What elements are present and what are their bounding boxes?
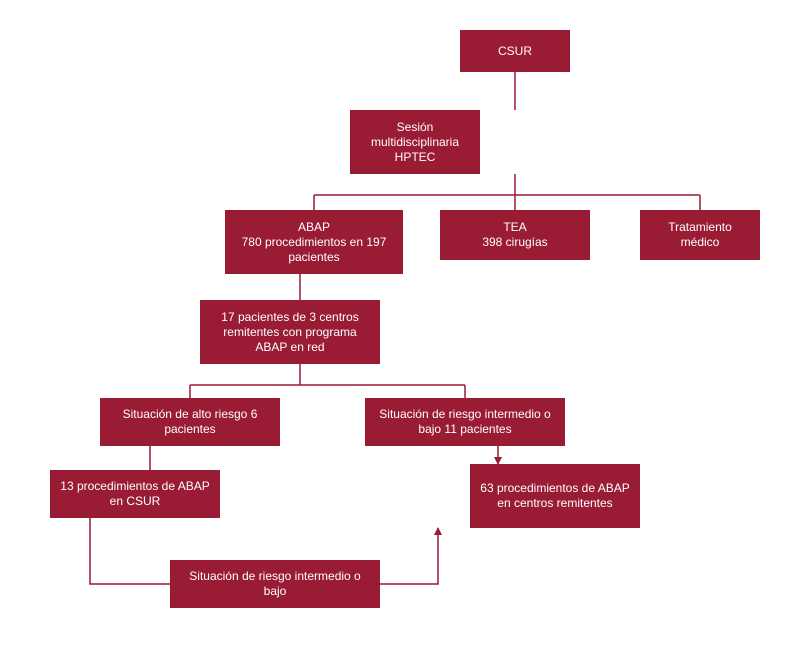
node-tratamiento-medico: Tratamiento médico xyxy=(640,210,760,260)
node-17-pacientes: 17 pacientes de 3 centros remitentes con… xyxy=(200,300,380,364)
node-label: TEA 398 cirugías xyxy=(482,220,547,250)
node-tea: TEA 398 cirugías xyxy=(440,210,590,260)
edges-layer xyxy=(0,0,798,651)
node-alto-riesgo: Situación de alto riesgo 6 pacientes xyxy=(100,398,280,446)
node-label: Situación de riesgo intermedio o bajo xyxy=(178,569,372,599)
node-csur: CSUR xyxy=(460,30,570,72)
node-label: 13 procedimientos de ABAP en CSUR xyxy=(58,479,212,509)
node-13-procedimientos: 13 procedimientos de ABAP en CSUR xyxy=(50,470,220,518)
node-label: Sesión multidisciplinaria HPTEC xyxy=(358,120,472,165)
node-riesgo-intermedio-11: Situación de riesgo intermedio o bajo 11… xyxy=(365,398,565,446)
node-label: Tratamiento médico xyxy=(648,220,752,250)
node-label: 17 pacientes de 3 centros remitentes con… xyxy=(208,310,372,355)
node-label: Situación de riesgo intermedio o bajo 11… xyxy=(373,407,557,437)
node-label: 63 procedimientos de ABAP en centros rem… xyxy=(478,481,632,511)
node-abap: ABAP 780 procedimientos en 197 pacientes xyxy=(225,210,403,274)
node-label: Situación de alto riesgo 6 pacientes xyxy=(108,407,272,437)
node-label: ABAP 780 procedimientos en 197 pacientes xyxy=(233,220,395,265)
node-riesgo-intermedio-bajo: Situación de riesgo intermedio o bajo xyxy=(170,560,380,608)
node-sesion-hptec: Sesión multidisciplinaria HPTEC xyxy=(350,110,480,174)
flowchart-canvas: { "chart": { "type": "flowchart", "canva… xyxy=(0,0,798,651)
node-63-procedimientos: 63 procedimientos de ABAP en centros rem… xyxy=(470,464,640,528)
node-label: CSUR xyxy=(498,44,532,59)
